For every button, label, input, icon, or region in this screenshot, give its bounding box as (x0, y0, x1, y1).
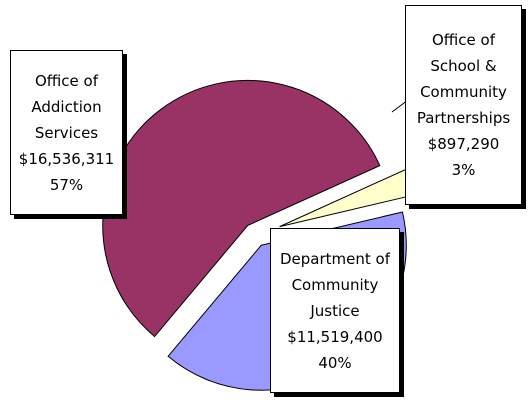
label-line: 3% (451, 161, 476, 179)
pie-slice (102, 79, 381, 338)
label-line: 40% (318, 353, 352, 372)
label-line: 57% (49, 175, 84, 194)
slice-label: Office of Addiction Services $16,536,311 5… (10, 50, 123, 215)
label-line: $11,519,400 (287, 327, 383, 346)
slice-label: Office of School & Community Partnership… (405, 5, 522, 205)
label-line: Department of Community Justice (280, 249, 390, 320)
label-line: Office of Addiction Services (31, 71, 102, 142)
label-line: $897,290 (427, 135, 500, 153)
label-line: Office of School & Community Partnership… (416, 31, 511, 127)
label-line: $16,536,311 (18, 149, 115, 168)
slice-label: Department of Community Justice $11,519,4… (270, 228, 400, 393)
